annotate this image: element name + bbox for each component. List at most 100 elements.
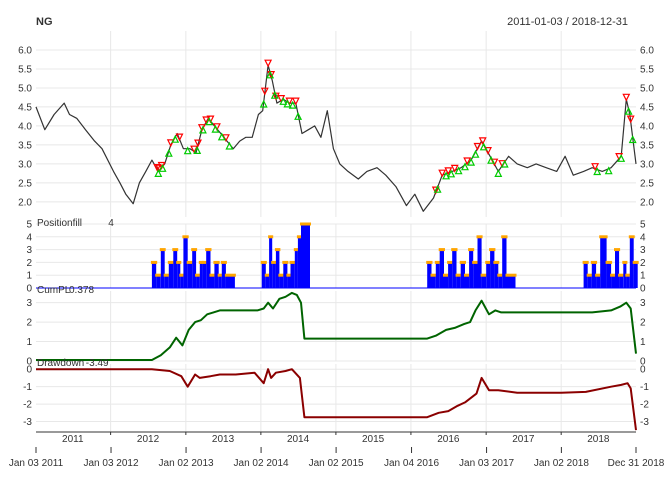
buy-marker bbox=[461, 162, 469, 171]
position-bar bbox=[202, 262, 207, 288]
y-tick-label-left: 2.5 bbox=[18, 178, 32, 189]
buy-marker bbox=[294, 111, 303, 120]
position-marker bbox=[268, 235, 274, 239]
position-marker bbox=[300, 222, 311, 226]
x-year-label: 2017 bbox=[512, 434, 535, 445]
y-tick-label-left: 6.0 bbox=[18, 45, 32, 56]
x-date-label: Jan 03 2017 bbox=[459, 458, 514, 469]
position-marker bbox=[271, 260, 277, 264]
position-marker bbox=[198, 260, 204, 264]
position-bar bbox=[506, 275, 516, 288]
x-year-label: 2015 bbox=[362, 434, 385, 445]
position-bar bbox=[218, 275, 222, 288]
position-marker bbox=[455, 273, 462, 277]
y-tick-label-right: 5 bbox=[640, 220, 646, 231]
position-marker bbox=[622, 260, 628, 264]
sell-marker bbox=[166, 139, 175, 148]
position-marker bbox=[201, 260, 208, 264]
y-tick-label-left: 2 bbox=[26, 258, 32, 269]
position-bar bbox=[473, 262, 478, 288]
position-marker bbox=[480, 273, 488, 277]
x-date-label: Jan 02 2018 bbox=[534, 458, 589, 469]
x-year-label: 2016 bbox=[437, 434, 460, 445]
position-marker bbox=[505, 273, 517, 277]
position-marker bbox=[497, 273, 504, 277]
y-tick-label-right: 2.5 bbox=[640, 178, 654, 189]
y-tick-label-right: 5.0 bbox=[640, 83, 654, 94]
position-bar bbox=[173, 249, 178, 288]
y-tick-label-right: -3 bbox=[640, 417, 649, 428]
sell-marker bbox=[450, 164, 459, 173]
position-marker bbox=[590, 260, 598, 264]
position-bar bbox=[294, 249, 298, 288]
position-bar bbox=[151, 262, 157, 288]
position-marker bbox=[426, 260, 433, 264]
position-bar bbox=[431, 275, 436, 288]
y-tick-label-left: 3.5 bbox=[18, 140, 32, 151]
position-marker bbox=[282, 260, 289, 264]
y-tick-label-right: 2.0 bbox=[640, 197, 654, 208]
sell-marker bbox=[260, 87, 269, 96]
position-bar bbox=[199, 262, 203, 288]
buy-marker bbox=[454, 166, 463, 175]
position-marker bbox=[186, 260, 194, 264]
buy-marker bbox=[471, 149, 480, 158]
sell-marker bbox=[291, 97, 300, 106]
position-marker bbox=[464, 273, 471, 277]
position-marker bbox=[451, 248, 458, 252]
position-bar bbox=[439, 249, 444, 288]
position-marker bbox=[476, 235, 483, 239]
buy-marker bbox=[494, 169, 503, 177]
sell-marker bbox=[473, 142, 482, 151]
position-bar bbox=[435, 262, 440, 288]
position-bar bbox=[502, 236, 507, 288]
position-bar bbox=[279, 275, 284, 288]
y-tick-label-left: 1 bbox=[26, 271, 32, 282]
sell-marker bbox=[490, 158, 499, 167]
x-date-label: Jan 02 2013 bbox=[159, 458, 214, 469]
y-tick-label-left: 5.5 bbox=[18, 64, 32, 75]
buy-marker bbox=[183, 146, 192, 155]
position-bar bbox=[456, 275, 461, 288]
position-bar bbox=[168, 262, 174, 288]
position-bar bbox=[269, 236, 273, 288]
position-bar bbox=[448, 262, 453, 288]
buy-marker bbox=[487, 155, 496, 164]
position-bar bbox=[600, 236, 607, 288]
buy-marker bbox=[628, 135, 637, 144]
chart-title: NG bbox=[36, 16, 53, 28]
position-bar bbox=[494, 262, 499, 288]
position-bar bbox=[596, 275, 601, 288]
y-tick-label-right: 4 bbox=[640, 232, 646, 243]
sell-marker bbox=[175, 133, 184, 142]
position-bar bbox=[606, 262, 612, 288]
position-marker bbox=[264, 273, 271, 277]
position-bar bbox=[465, 275, 470, 288]
position-bar bbox=[221, 262, 226, 288]
position-bar bbox=[261, 262, 266, 288]
position-bar bbox=[452, 249, 457, 288]
x-year-label: 2012 bbox=[137, 434, 160, 445]
position-marker bbox=[155, 273, 162, 277]
position-marker bbox=[614, 248, 621, 252]
position-marker bbox=[632, 260, 639, 264]
position-marker bbox=[468, 248, 475, 252]
series-line-price bbox=[35, 64, 637, 212]
position-marker bbox=[493, 260, 500, 264]
buy-marker bbox=[225, 141, 234, 150]
buy-marker bbox=[171, 134, 180, 143]
buy-marker bbox=[593, 167, 602, 176]
buy-marker bbox=[205, 117, 214, 126]
position-bar bbox=[460, 262, 465, 288]
y-tick-label-right: 3 bbox=[640, 245, 646, 256]
position-marker bbox=[163, 273, 170, 277]
position-marker bbox=[586, 273, 593, 277]
sell-marker bbox=[264, 59, 273, 68]
y-tick-label-right: 1 bbox=[640, 337, 646, 348]
x-year-label: 2013 bbox=[212, 434, 235, 445]
buy-marker bbox=[433, 184, 442, 193]
panel-label-cumpl: CumPL bbox=[37, 285, 71, 296]
position-marker bbox=[209, 273, 216, 277]
